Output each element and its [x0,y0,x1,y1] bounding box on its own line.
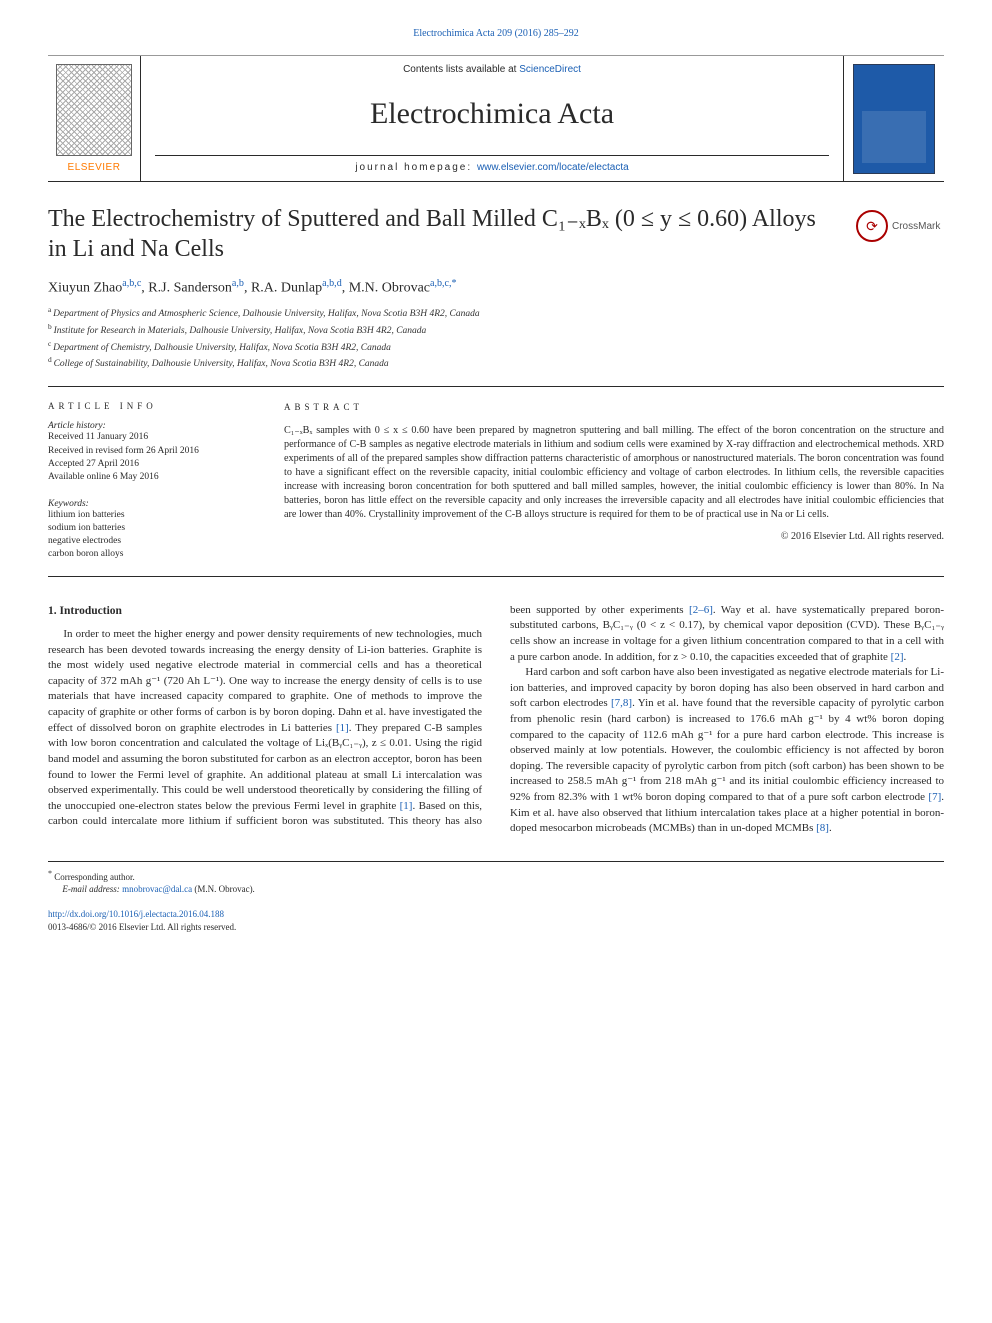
ref-link[interactable]: [2–6] [689,604,713,616]
journal-cover-icon [853,64,935,174]
email-name: (M.N. Obrovac). [192,884,255,894]
body-paragraph: Hard carbon and soft carbon have also be… [510,665,944,837]
ref-link[interactable]: [8] [816,822,829,834]
keyword: sodium ion batteries [48,522,256,535]
author-name: R.J. Sanderson [148,281,232,296]
homepage-link[interactable]: www.elsevier.com/locate/electacta [477,162,629,173]
keywords-head: Keywords: [48,499,256,509]
body-columns: 1. Introduction In order to meet the hig… [48,603,944,837]
elsevier-wordmark: ELSEVIER [68,162,121,173]
journal-title: Electrochimica Acta [155,97,829,131]
corr-label: Corresponding author. [54,872,135,882]
ref-link[interactable]: [1] [336,722,349,734]
page-footer: * Corresponding author. E-mail address: … [48,861,944,933]
doi-link[interactable]: http://dx.doi.org/10.1016/j.electacta.20… [48,909,224,919]
contents-prefix: Contents lists available at [403,64,519,75]
body-text: . Yin et al. have found that the reversi… [510,697,944,803]
keyword: lithium ion batteries [48,509,256,522]
history-head: Article history: [48,421,256,431]
history-line: Available online 6 May 2016 [48,471,256,484]
authors-line: Xiuyun Zhaoa,b,c, R.J. Sandersona,b, R.A… [48,278,944,297]
abstract-label: ABSTRACT [284,401,944,413]
email-label: E-mail address: [62,884,122,894]
affiliation-line: d College of Sustainability, Dalhousie U… [48,355,944,372]
homepage-line: journal homepage: www.elsevier.com/locat… [155,155,829,179]
history-line: Accepted 27 April 2016 [48,458,256,471]
ref-link[interactable]: [7] [928,791,941,803]
body-text: In order to meet the higher energy and p… [48,628,482,734]
banner-center: Contents lists available at ScienceDirec… [140,56,844,181]
journal-banner: ELSEVIER Contents lists available at Sci… [48,55,944,182]
issn-line: 0013-4686/© 2016 Elsevier Ltd. All right… [48,921,944,934]
crossmark-icon: ⟳ [856,210,888,242]
section-heading: 1. Introduction [48,603,482,619]
affil-text: Department of Physics and Atmospheric Sc… [53,309,479,319]
affil-text: College of Sustainability, Dalhousie Uni… [54,360,389,370]
ref-link[interactable]: [1] [400,800,413,812]
abstract-text: C₁₋ₓBₓ samples with 0 ≤ x ≤ 0.60 have be… [284,424,944,523]
author-affil-sup: a,b [232,278,244,289]
author-affil-sup: a,b,c,* [430,278,457,289]
affil-text: Department of Chemistry, Dalhousie Unive… [53,343,391,353]
email-line: E-mail address: mnobrovac@dal.ca (M.N. O… [48,883,944,896]
article-info: ARTICLE INFO Article history: Received 1… [48,401,256,561]
sciencedirect-link[interactable]: ScienceDirect [519,64,581,75]
section-num: 1. [48,605,57,617]
author-affil-sup: a,b,d [322,278,342,289]
affiliation-line: b Institute for Research in Materials, D… [48,322,944,339]
author-name: R.A. Dunlap [251,281,322,296]
keyword: carbon boron alloys [48,548,256,561]
keyword: negative electrodes [48,535,256,548]
body-text: . They prepared C-B samples with low bor… [48,722,482,812]
email-link[interactable]: mnobrovac@dal.ca [122,884,192,894]
affil-text: Institute for Research in Materials, Dal… [54,326,427,336]
journal-citation: Electrochimica Acta 209 (2016) 285–292 [48,28,944,39]
body-text: . [829,822,832,834]
article-info-label: ARTICLE INFO [48,401,256,411]
article-title: The Electrochemistry of Sputtered and Ba… [48,204,840,264]
abstract-copyright: © 2016 Elsevier Ltd. All rights reserved… [284,530,944,544]
history-line: Received 11 January 2016 [48,431,256,444]
corresponding-author: * Corresponding author. [48,868,944,884]
section-title: Introduction [60,605,122,617]
author-name: M.N. Obrovac [349,281,430,296]
crossmark-label: CrossMark [892,221,940,232]
ref-link[interactable]: [2] [891,651,904,663]
publisher-logo-block: ELSEVIER [48,56,140,181]
history-line: Received in revised form 26 April 2016 [48,445,256,458]
homepage-label: journal homepage: [355,162,477,173]
author-affil-sup: a,b,c [122,278,141,289]
author-name: Xiuyun Zhao [48,281,122,296]
affiliations: a Department of Physics and Atmospheric … [48,305,944,373]
affiliation-line: c Department of Chemistry, Dalhousie Uni… [48,339,944,356]
affiliation-line: a Department of Physics and Atmospheric … [48,305,944,322]
abstract-block: ABSTRACT C₁₋ₓBₓ samples with 0 ≤ x ≤ 0.6… [284,401,944,561]
body-text: . [903,651,906,663]
elsevier-tree-icon [56,64,132,156]
journal-cover-block [844,56,944,181]
crossmark-badge[interactable]: ⟳ CrossMark [856,210,944,242]
ref-link[interactable]: [7,8] [611,697,632,709]
contents-line: Contents lists available at ScienceDirec… [155,64,829,75]
